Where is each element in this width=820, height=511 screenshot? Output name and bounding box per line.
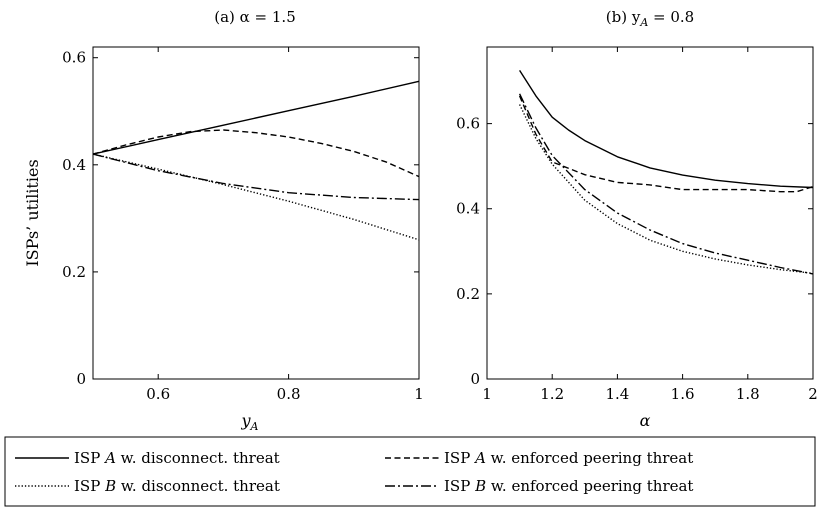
series-line-dotted: [518, 104, 814, 275]
x-tick-label: 1.8: [736, 385, 760, 403]
legend-entry: ISP B w. enforced peering threat: [444, 477, 693, 495]
series-line-solid: [519, 70, 814, 189]
x-tick-label: 2: [808, 385, 818, 403]
legend-prefix: ISP: [444, 449, 475, 467]
legend-entry: ISP B w. disconnect. threat: [74, 477, 280, 495]
legend-var: A: [473, 449, 486, 467]
panel-b-title-suffix: = 0.8: [648, 8, 694, 26]
panel-a: (a) α = 1.5 0.6 0.8 1 0 0.2 0.4 0.6 ISPs’ util…: [23, 8, 424, 433]
x-tick-label: 1.6: [671, 385, 695, 403]
series-line-dashed: [92, 129, 420, 178]
x-tick-label: 0.8: [277, 385, 301, 403]
panel-b-title: (b) yA = 0.8: [606, 8, 694, 29]
legend-prefix: ISP: [444, 477, 475, 495]
panel-b-title-main: (b) y: [606, 8, 641, 26]
x-tick-label: 1.2: [540, 385, 564, 403]
y-tick-label: 0.4: [456, 200, 480, 218]
series-line-solid: [92, 80, 420, 155]
panel-a-xlabel-main: y: [241, 411, 252, 430]
legend-entry: ISP A w. disconnect. threat: [74, 449, 280, 467]
panel-a-ticks: 0.6 0.8 1 0 0.2 0.4 0.6: [62, 47, 424, 403]
panel-a-title: (a) α = 1.5: [214, 8, 296, 26]
panel-b-frame: [486, 46, 814, 380]
series-line-dashdot: [518, 93, 814, 275]
legend-box: [4, 436, 816, 507]
x-tick-label: 1.4: [605, 385, 629, 403]
panel-b-xlabel: α: [640, 411, 651, 430]
panel-b-title-sub: A: [639, 16, 648, 29]
legend-entry: ISP A w. enforced peering threat: [444, 449, 693, 467]
panel-a-xlabel: yA: [241, 411, 259, 433]
legend-prefix: ISP: [74, 449, 105, 467]
legend: ISP A w. disconnect. threat ISP A w. enfo…: [4, 436, 816, 507]
x-tick-label: 0.6: [146, 385, 170, 403]
panel-b-series: [518, 70, 814, 275]
legend-prefix: ISP: [74, 477, 105, 495]
panel-b-ticks: 1 1.2 1.4 1.6 1.8 2 0 0.2 0.4 0.6: [456, 47, 818, 403]
x-tick-label: 1: [414, 385, 424, 403]
x-tick-label: 1: [482, 385, 492, 403]
panel-a-ylabel: ISPs’ utilities: [23, 159, 42, 266]
panel-a-xlabel-sub: A: [250, 420, 259, 433]
legend-var: A: [103, 449, 116, 467]
panel-a-series: [92, 80, 420, 241]
legend-suffix: w. enforced peering threat: [486, 449, 693, 467]
y-tick-label: 0.2: [62, 263, 86, 281]
y-tick-label: 0.6: [456, 115, 480, 133]
legend-var: B: [474, 477, 486, 495]
y-tick-label: 0.4: [62, 156, 86, 174]
legend-var: B: [104, 477, 116, 495]
panel-b: (b) yA = 0.8 1 1.2 1.4 1.6 1.8 2 0 0.2 0.4 0.6 α: [456, 8, 818, 430]
legend-suffix: w. disconnect. threat: [116, 449, 280, 467]
series-line-dashdot: [92, 153, 420, 201]
series-line-dashed: [518, 95, 814, 193]
y-tick-label: 0.2: [456, 285, 480, 303]
y-tick-label: 0: [76, 370, 86, 388]
y-tick-label: 0: [470, 370, 480, 388]
legend-suffix: w. disconnect. threat: [116, 477, 280, 495]
y-tick-label: 0.6: [62, 49, 86, 67]
legend-suffix: w. enforced peering threat: [486, 477, 693, 495]
panel-a-frame: [92, 46, 420, 380]
